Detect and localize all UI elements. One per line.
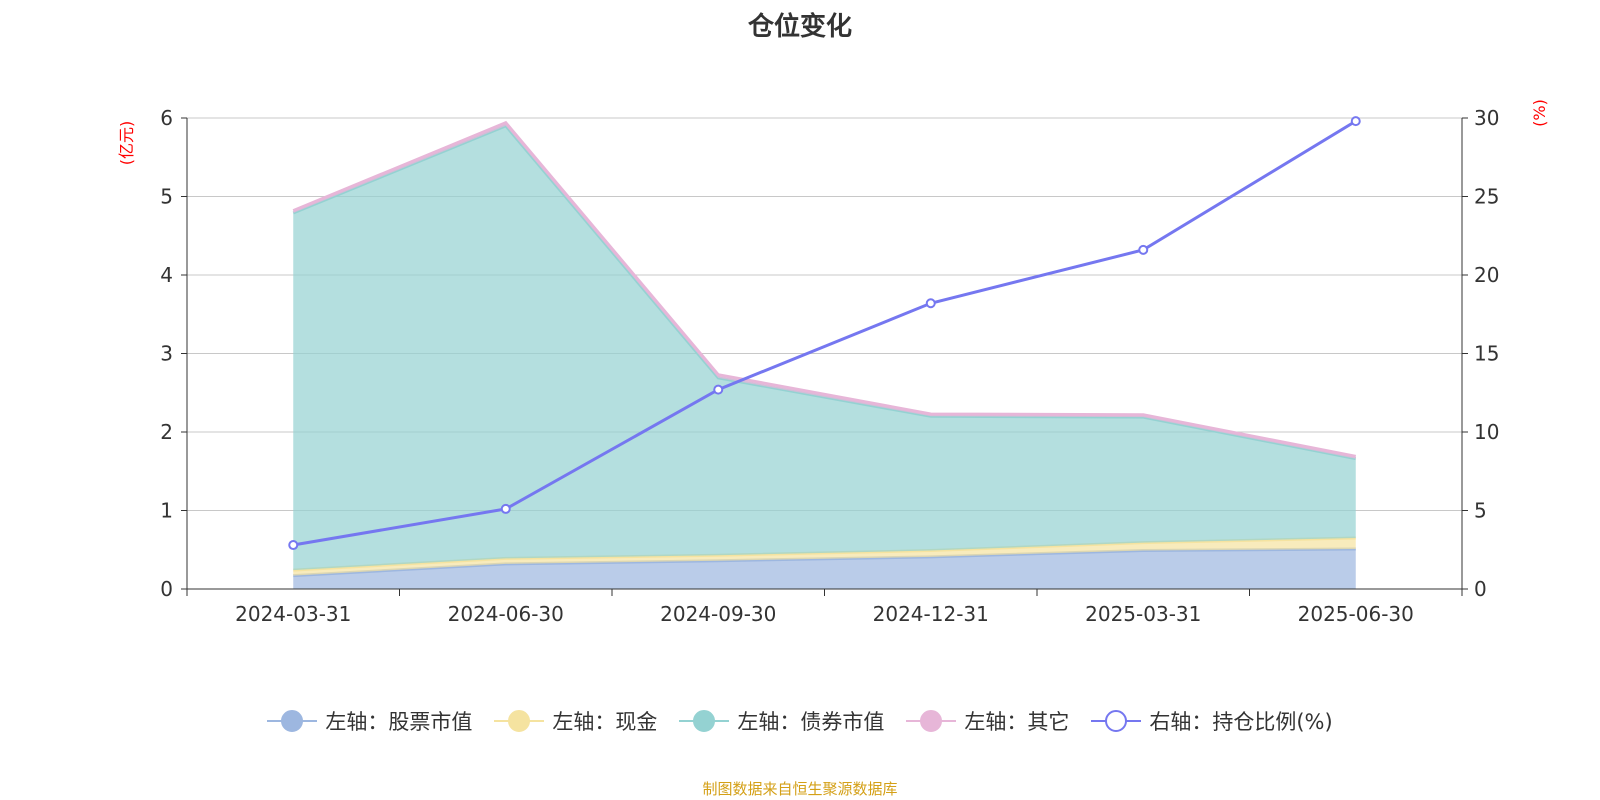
area-左轴：现金	[293, 537, 1356, 576]
right-tick-label: 0	[1474, 577, 1487, 601]
legend-marker-icon	[906, 710, 957, 732]
ratio-point	[288, 540, 299, 551]
source-footer: 制图数据来自恒生聚源数据库	[702, 780, 898, 798]
ratio-point	[500, 503, 511, 514]
area-左轴：债券市值	[293, 125, 1356, 571]
x-tick-label: 2024-03-31	[235, 602, 351, 626]
area-左轴：股票市值	[293, 548, 1356, 589]
ratio-point	[925, 298, 936, 309]
ratio-point	[1138, 244, 1149, 255]
left-tick-label: 2	[160, 420, 173, 444]
legend-marker-icon	[267, 710, 318, 732]
left-tick-label: 5	[160, 185, 173, 209]
legend-label: 左轴：其它	[964, 710, 1070, 734]
area-line	[292, 124, 1357, 461]
right-tick-label: 25	[1474, 185, 1499, 209]
left-tick-label: 6	[160, 106, 173, 130]
area-line	[292, 120, 1357, 458]
legend-marker-icon	[494, 710, 545, 732]
legend-label: 右轴：持仓比例(%)	[1149, 710, 1333, 734]
x-tick-label: 2024-09-30	[660, 602, 776, 626]
left-axis-label: (亿元)	[117, 121, 136, 166]
legend-label: 左轴：现金	[552, 710, 658, 734]
right-tick-label: 30	[1474, 106, 1499, 130]
legend: 左轴：股票市值 左轴：现金 左轴：债券市值 左轴：其它 右轴：持仓比例(%)	[0, 706, 1600, 736]
left-tick-label: 4	[160, 263, 173, 287]
left-tick-label: 3	[160, 342, 173, 366]
legend-item[interactable]: 左轴：其它	[906, 706, 1069, 736]
legend-item[interactable]: 左轴：股票市值	[267, 706, 472, 736]
right-tick-label: 15	[1474, 342, 1499, 366]
left-tick-label: 1	[160, 499, 173, 523]
ratio-point	[713, 384, 724, 395]
legend-item[interactable]: 右轴：持仓比例(%)	[1091, 706, 1333, 736]
right-tick-label: 20	[1474, 263, 1499, 287]
legend-marker-icon	[1091, 710, 1142, 732]
left-tick-label: 0	[160, 577, 173, 601]
legend-marker-icon	[679, 710, 730, 732]
ratio-line	[292, 119, 1357, 547]
x-tick-label: 2025-03-31	[1085, 602, 1201, 626]
area-line	[293, 536, 1356, 572]
legend-item[interactable]: 左轴：现金	[494, 706, 657, 736]
right-tick-label: 5	[1474, 499, 1487, 523]
x-tick-label: 2024-06-30	[448, 602, 564, 626]
x-tick-label: 2024-12-31	[873, 602, 989, 626]
right-tick-label: 10	[1474, 420, 1499, 444]
legend-item[interactable]: 左轴：债券市值	[679, 706, 884, 736]
right-axis-label: (%)	[1530, 99, 1549, 127]
legend-label: 左轴：股票市值	[325, 710, 473, 734]
chart-title: 仓位变化	[747, 12, 852, 42]
legend-label: 左轴：债券市值	[737, 710, 885, 734]
x-tick-label: 2025-06-30	[1298, 602, 1414, 626]
chart: 0 1 2 3 4 5 6 0 5 10 15 20 25 30 (亿元) (%) 2024-03-31 2024…	[117, 99, 1549, 626]
ratio-point	[1350, 116, 1361, 127]
